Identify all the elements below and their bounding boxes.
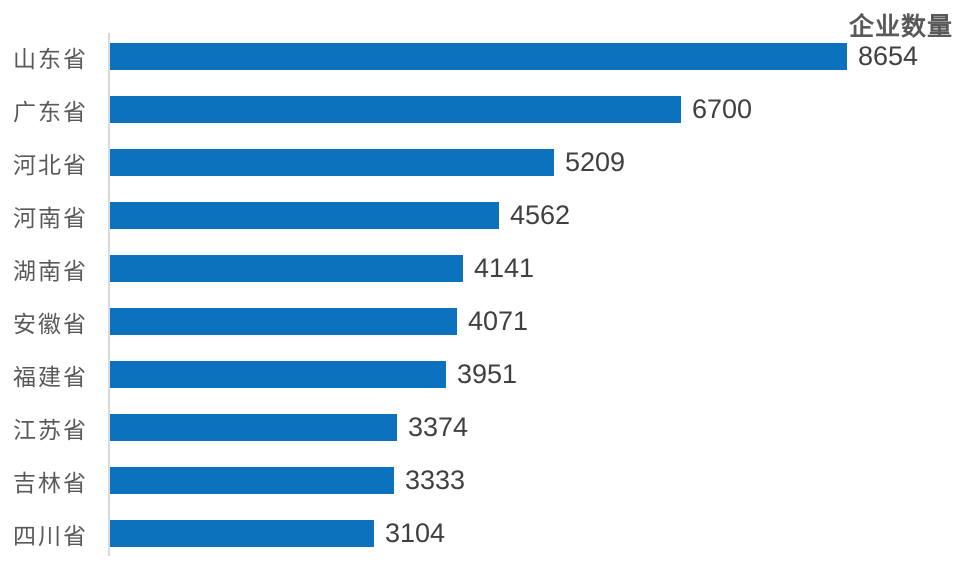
- value-label: 3104: [385, 518, 446, 548]
- bar-row: 湖南省 4141: [0, 242, 959, 295]
- bar: [110, 520, 374, 547]
- value-label: 8654: [858, 41, 919, 71]
- bar: [110, 255, 463, 282]
- category-label: 吉林省: [13, 470, 88, 496]
- value-label: 4141: [474, 253, 535, 283]
- category-label: 安徽省: [13, 311, 88, 337]
- bar-row: 河南省 4562: [0, 189, 959, 242]
- plot-area: 山东省 8654 广东省 6700 河北省 5209 河南省 4562 湖南省 4141 安徽省 40…: [0, 30, 959, 560]
- bar: [110, 149, 554, 176]
- bar: [110, 43, 847, 70]
- category-label: 四川省: [13, 523, 88, 549]
- bar-row: 四川省 3104: [0, 507, 959, 560]
- category-label: 江苏省: [13, 417, 88, 443]
- chart-title: 企业数量: [848, 13, 953, 41]
- category-label: 山东省: [13, 46, 88, 72]
- bar: [110, 414, 397, 441]
- bar-row: 江苏省 3374: [0, 401, 959, 454]
- category-label: 河南省: [13, 205, 88, 231]
- bar-row: 福建省 3951: [0, 348, 959, 401]
- bar: [110, 467, 394, 494]
- value-label: 3951: [457, 359, 518, 389]
- bar: [110, 96, 681, 123]
- category-label: 福建省: [13, 364, 88, 390]
- bar-row: 广东省 6700: [0, 83, 959, 136]
- value-label: 6700: [692, 94, 753, 124]
- value-label: 5209: [565, 147, 626, 177]
- category-label: 河北省: [13, 152, 88, 178]
- value-label: 3333: [405, 465, 466, 495]
- bar-row: 山东省 8654: [0, 30, 959, 83]
- category-label: 湖南省: [13, 258, 88, 284]
- value-label: 4562: [510, 200, 571, 230]
- bar: [110, 202, 499, 229]
- bar-row: 河北省 5209: [0, 136, 959, 189]
- category-label: 广东省: [13, 99, 88, 125]
- bar-row: 安徽省 4071: [0, 295, 959, 348]
- y-axis-line: [108, 33, 110, 556]
- bar: [110, 361, 446, 388]
- value-label: 4071: [468, 306, 529, 336]
- bar-row: 吉林省 3333: [0, 454, 959, 507]
- value-label: 3374: [408, 412, 469, 442]
- bar: [110, 308, 457, 335]
